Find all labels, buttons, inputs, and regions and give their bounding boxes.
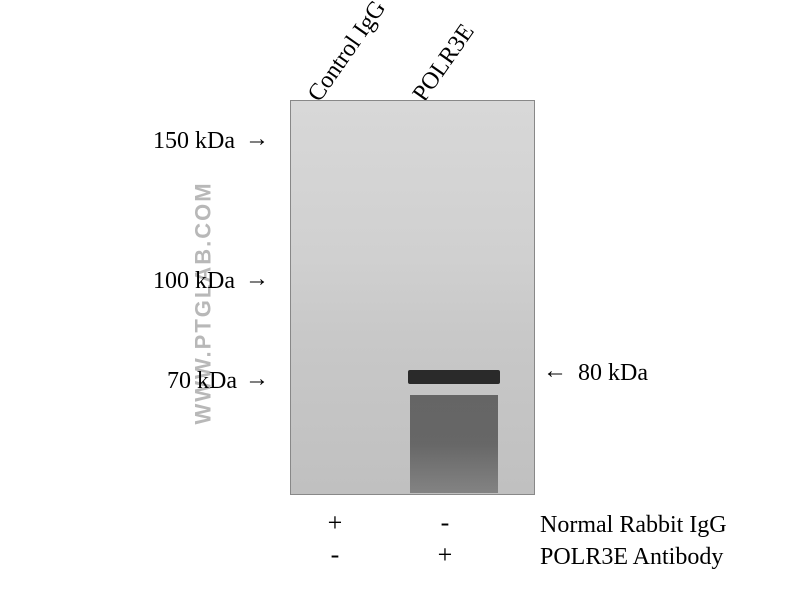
- condition-symbol: -: [430, 508, 460, 538]
- lane-label-control: Control IgG: [303, 0, 392, 107]
- condition-label-antibody: POLR3E Antibody: [540, 544, 723, 571]
- arrow-icon: ←: [543, 358, 567, 385]
- target-band: [408, 370, 500, 384]
- condition-symbol: -: [320, 540, 350, 570]
- blot-smear: [410, 395, 498, 493]
- mw-70: 70 kDa: [152, 368, 237, 395]
- arrow-icon: →: [245, 266, 269, 293]
- condition-symbol: +: [430, 540, 460, 570]
- arrow-icon: →: [245, 126, 269, 153]
- arrow-icon: →: [245, 366, 269, 393]
- mw-100: 100 kDa: [135, 268, 235, 295]
- condition-label-igg: Normal Rabbit IgG: [540, 512, 727, 539]
- mw-150: 150 kDa: [135, 128, 235, 155]
- figure-container: Control IgG POLR3E WWW.PTGLAB.COM 150 kD…: [0, 0, 800, 600]
- target-band-label: 80 kDa: [578, 360, 648, 387]
- condition-symbol: +: [320, 508, 350, 538]
- lane-label-polr3e: POLR3E: [408, 19, 481, 107]
